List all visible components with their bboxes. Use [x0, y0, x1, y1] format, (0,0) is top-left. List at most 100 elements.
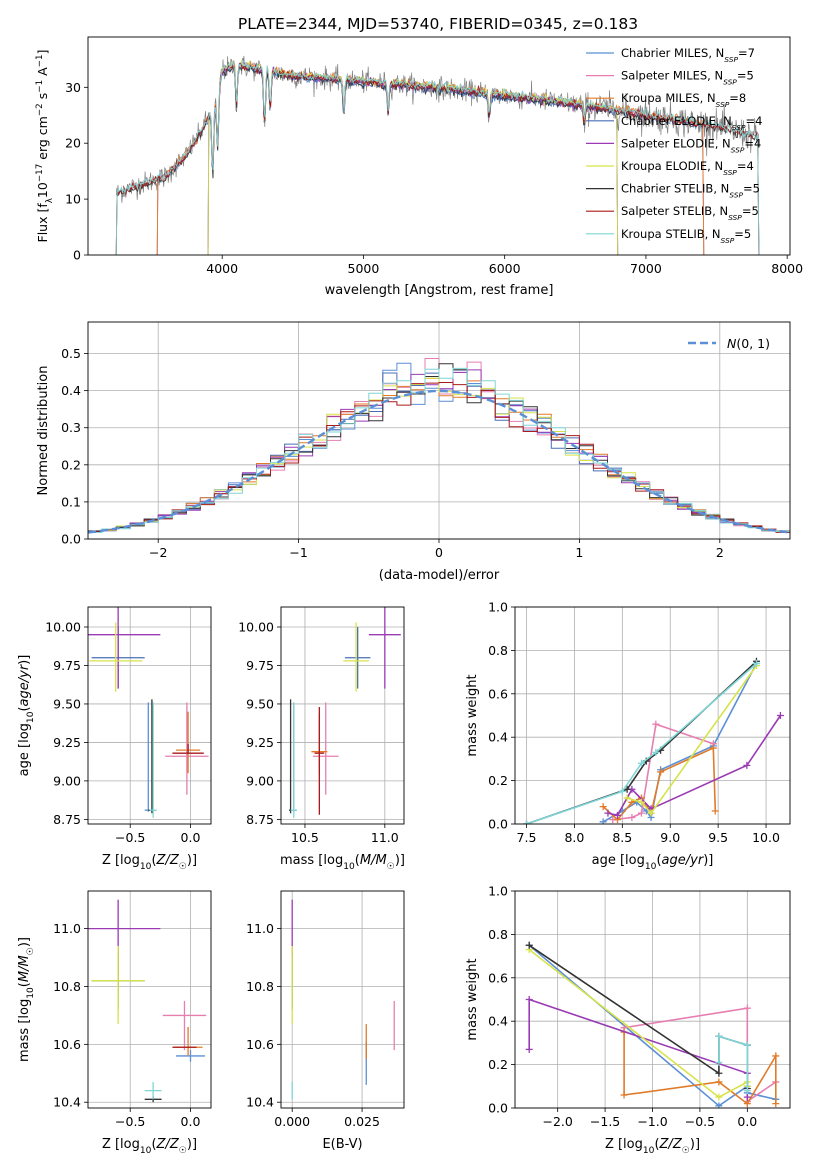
data-marker: [752, 659, 760, 667]
x-tick-label: 0.0: [737, 1114, 757, 1129]
axes-residuals: −2 −1 0 1 2 0.0 0.1 0.2 0.3 0.4 0.5 (data-model)/er…: [36, 321, 791, 583]
data-marker: [618, 787, 626, 795]
point-kroupa-stelib: [144, 1081, 162, 1100]
axes-mass_vs_Z: −0.5 0.0 10.4 10.6 10.8 11.0 Z [log10(Z/Z☉)] ma…: [17, 890, 212, 1156]
y-tick-label: 9.00: [53, 773, 81, 788]
y-tick-label: 0.3: [61, 420, 81, 435]
legend-entry: Salpeter STELIB, NSSP=5: [621, 204, 759, 222]
y-tick-label: 0.0: [488, 1101, 508, 1116]
point-chabrier-elodie: [344, 627, 371, 689]
y-axis-label: mass weight: [465, 674, 480, 756]
y-tick-label: 0.6: [488, 686, 508, 701]
series-kroupa-miles: [620, 1028, 780, 1108]
x-axis-label: age [log10(age/yr)]: [592, 853, 714, 872]
model-spectrum-kroupa-stelib: [115, 59, 760, 255]
axes-age_vs_Z: −0.5 0.0 8.75 9.00 9.25 9.50 9.75 10.00 Z [log10…: [17, 606, 212, 872]
x-tick-label: 4000: [206, 261, 238, 276]
data-marker: [743, 1004, 751, 1012]
data-marker: [637, 798, 645, 806]
data-marker: [525, 941, 533, 949]
plot-area-spectrum: [115, 55, 760, 255]
y-tick-label: 0.0: [61, 532, 81, 547]
data-marker: [614, 811, 622, 819]
y-axis-label: mass weight: [465, 958, 480, 1040]
y-tick-label: 0.6: [488, 970, 508, 985]
series-line: [528, 948, 749, 1099]
x-axis-label: (data-model)/error: [379, 568, 500, 583]
axes-mass_vs_EBV: 0.000 0.025 10.4 10.6 10.8 11.0 E(B-V): [246, 890, 405, 1152]
series-salpeter-elodie: [525, 996, 751, 1101]
y-tick-label: 10.4: [53, 1095, 81, 1110]
point-kroupa-stelib: [290, 702, 297, 818]
y-tick-label: 11.0: [53, 921, 81, 936]
data-marker: [637, 759, 645, 767]
y-tick-label: 0.4: [488, 1014, 508, 1029]
x-axis-label: E(B-V): [322, 1137, 362, 1152]
series-chabrier-miles: [599, 659, 760, 824]
data-marker: [647, 809, 655, 817]
x-tick-label: 0: [435, 545, 443, 560]
y-tick-label: 30: [65, 80, 81, 95]
y-tick-label: 9.75: [53, 658, 81, 673]
data-marker: [522, 820, 530, 824]
data-marker: [715, 1093, 723, 1101]
x-tick-label: 0.000: [274, 1114, 310, 1129]
data-marker: [743, 1087, 751, 1095]
x-axis-label: wavelength [Angstrom, rest frame]: [325, 283, 554, 298]
y-tick-label: 10.4: [246, 1095, 274, 1110]
point-salpeter-stelib: [172, 743, 204, 754]
y-tick-label: 9.25: [246, 735, 274, 750]
y-axis-label: Flux [fλ10−17 erg cm−2 s−1 A−1]: [35, 50, 55, 243]
y-axis-label: mass [log10(M/M☉)]: [17, 937, 36, 1062]
axes-frame: [280, 890, 405, 1109]
plot-area-mass_vs_Z: [88, 899, 207, 1103]
data-marker: [525, 996, 533, 1003]
series-line: [528, 944, 749, 1089]
point-chabrier-miles: [144, 702, 152, 812]
axes-frame: [87, 890, 212, 1109]
y-tick-label: 9.75: [246, 658, 274, 673]
plot-area-massweight_vs_age: [522, 657, 784, 824]
data-marker: [715, 1102, 723, 1108]
data-marker: [628, 813, 636, 821]
point-salpeter-elodie: [88, 607, 161, 689]
legend-entry: Kroupa STELIB, NSSP=5: [621, 227, 751, 245]
point-chabrier-stelib: [148, 699, 156, 814]
data-marker: [657, 768, 665, 776]
y-tick-label: 10.00: [238, 620, 274, 635]
point-kroupa-elodie: [91, 945, 145, 1025]
data-marker: [743, 1041, 751, 1049]
legend-entry: N(0, 1): [727, 336, 770, 351]
data-marker: [743, 1093, 751, 1101]
y-tick-label: 0.2: [61, 457, 81, 472]
y-tick-label: 0.8: [488, 643, 508, 658]
plot-area-age_vs_Z: [88, 607, 209, 818]
x-tick-label: 8.5: [612, 830, 632, 845]
data-marker: [743, 761, 751, 769]
x-tick-label: −0.5: [685, 1114, 715, 1129]
point-chabrier-stelib: [288, 699, 293, 814]
data-marker: [715, 1058, 723, 1066]
series-line: [602, 663, 758, 823]
legend-entry: Salpeter ELODIE, NSSP=4: [621, 136, 761, 154]
x-tick-label: 0.0: [181, 1114, 201, 1129]
legend-entry: Kroupa MILES, NSSP=8: [621, 91, 746, 109]
histogram-kroupa-stelib: [88, 367, 790, 533]
x-tick-label: 7000: [630, 261, 662, 276]
y-tick-label: 0.8: [488, 927, 508, 942]
x-tick-label: −1.0: [637, 1114, 667, 1129]
x-tick-label: 7.5: [517, 830, 537, 845]
x-tick-label: 2: [716, 545, 724, 560]
legend-entry: Kroupa ELODIE, NSSP=4: [621, 159, 754, 177]
x-tick-label: 11.0: [371, 830, 399, 845]
data-marker: [525, 1045, 533, 1053]
x-tick-label: 0.025: [344, 1114, 380, 1129]
point-salpeter-miles: [162, 1000, 207, 1051]
series-line: [626, 665, 758, 815]
y-tick-label: 9.50: [53, 696, 81, 711]
x-tick-label: 8000: [771, 261, 803, 276]
point-kroupa-elodie: [343, 622, 369, 692]
point-kroupa-elodie: [89, 622, 143, 692]
y-axis-label: Normed distribution: [36, 366, 51, 496]
